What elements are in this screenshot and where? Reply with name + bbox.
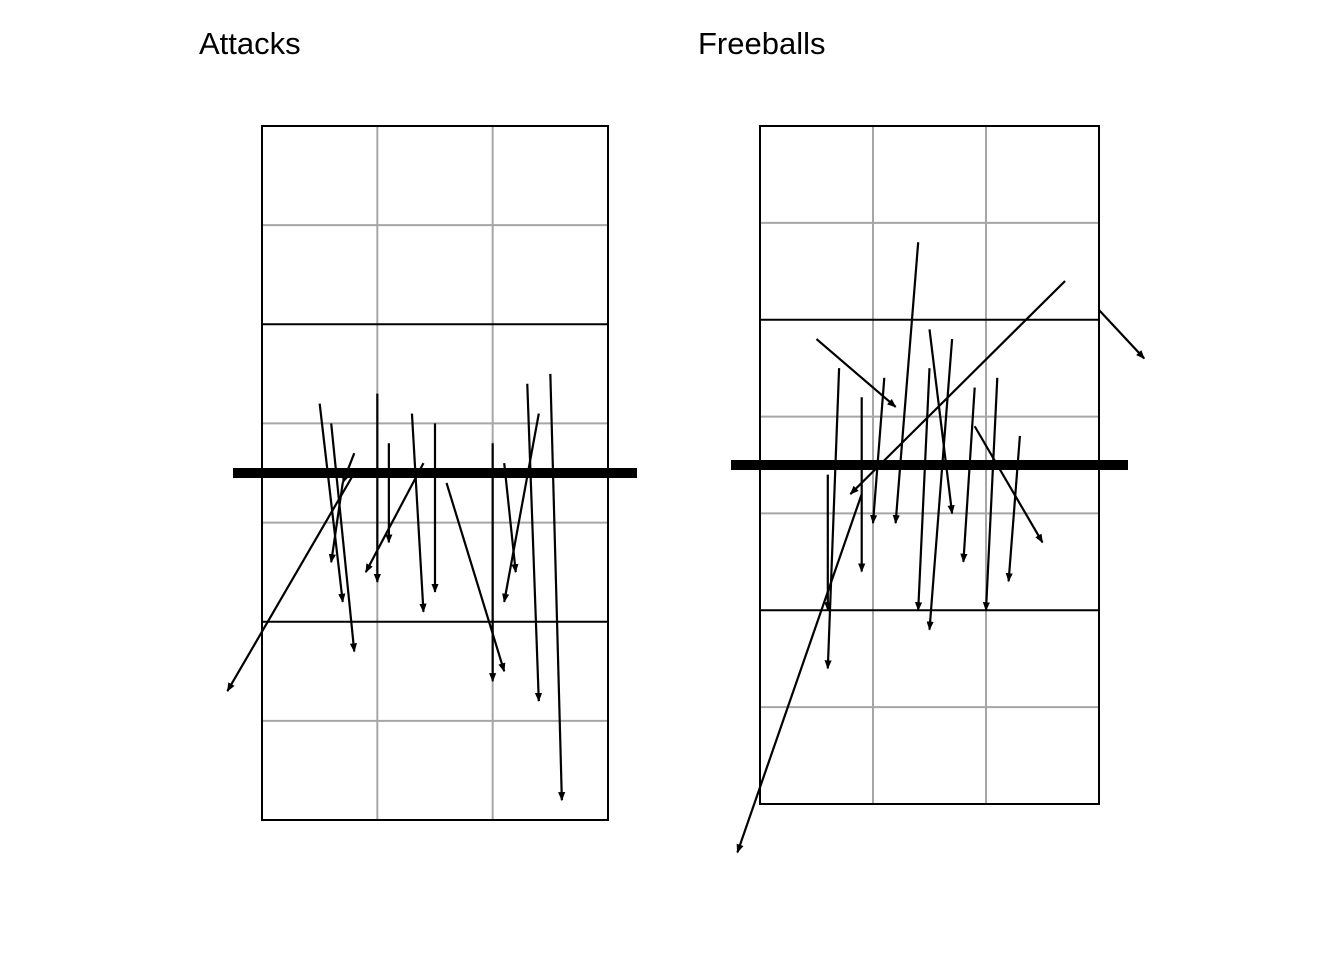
ball-trajectory-arrow — [892, 242, 920, 525]
ball-trajectory-arrow — [226, 472, 356, 692]
ball-trajectory-arrow — [1098, 309, 1146, 360]
freeballs-court — [731, 125, 1128, 805]
ball-trajectory-arrow — [502, 413, 540, 603]
attacks-arrows — [226, 373, 566, 802]
freeballs-title: Freeballs — [698, 26, 826, 61]
ball-trajectory-arrow — [926, 339, 954, 631]
ball-trajectory-arrow — [330, 423, 358, 653]
ball-trajectory-arrow — [341, 452, 356, 484]
ball-trajectory-arrow — [824, 368, 841, 670]
freeballs-panel: Freeballs — [698, 26, 1146, 854]
ball-trajectory-arrow — [1005, 435, 1021, 583]
ball-trajectory-arrow — [503, 462, 519, 574]
ball-trajectory-arrow — [960, 387, 976, 563]
ball-trajectory-arrow — [928, 329, 955, 515]
ball-trajectory-arrow — [410, 413, 427, 613]
ball-trajectory-arrow — [445, 482, 506, 673]
freeballs-arrows — [736, 242, 1146, 854]
ball-trajectory-arrow — [973, 425, 1044, 544]
ball-trajectory-arrow — [982, 377, 999, 612]
ball-trajectory-arrow — [526, 383, 543, 702]
ball-trajectory-arrow — [849, 280, 1066, 495]
attacks-panel: Attacks — [199, 26, 637, 821]
ball-trajectory-arrow — [914, 368, 931, 612]
ball-trajectory-arrow — [815, 338, 897, 408]
ball-trajectory-arrow — [736, 493, 863, 854]
ball-trajectory-arrow — [870, 377, 886, 525]
ball-trajectory-arrow — [318, 403, 346, 603]
ball-trajectory-arrow — [364, 462, 425, 573]
ball-trajectory-arrow — [549, 373, 566, 802]
attacks-title: Attacks — [199, 26, 301, 61]
